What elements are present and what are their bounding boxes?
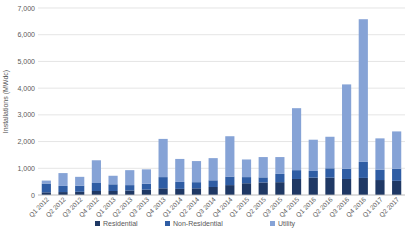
bar-segment bbox=[375, 170, 384, 180]
bar-segment bbox=[375, 180, 384, 195]
bar-segment bbox=[142, 190, 151, 195]
y-tick-label: 7,000 bbox=[17, 5, 35, 12]
bar-segment bbox=[392, 169, 401, 181]
bar-segment bbox=[58, 192, 67, 195]
y-tick-label: 4,000 bbox=[17, 85, 35, 92]
y-tick-label: 2,000 bbox=[17, 138, 35, 145]
bar-segment bbox=[275, 174, 284, 182]
bar-segment bbox=[309, 140, 318, 171]
y-tick-label: 5,000 bbox=[17, 58, 35, 65]
bar-segment bbox=[58, 173, 67, 186]
bar-segment bbox=[259, 177, 268, 182]
bar-segment bbox=[225, 177, 234, 186]
bar-segment bbox=[192, 161, 201, 182]
bar-segment bbox=[42, 181, 51, 184]
bar-segment bbox=[175, 182, 184, 189]
bar-segment bbox=[292, 179, 301, 195]
grid-line bbox=[38, 61, 405, 62]
bar-segment bbox=[42, 192, 51, 195]
bar-segment bbox=[159, 177, 168, 188]
bar-segment bbox=[292, 108, 301, 170]
legend-swatch bbox=[95, 221, 100, 226]
bar-segment bbox=[342, 84, 351, 168]
x-tick-label: Q2 2017 bbox=[378, 195, 402, 219]
bar-segment bbox=[192, 182, 201, 188]
bar-segment bbox=[392, 131, 401, 168]
bar-segment bbox=[58, 186, 67, 192]
bar-segment bbox=[275, 182, 284, 195]
x-axis-line bbox=[38, 195, 405, 196]
y-tick-label: 6,000 bbox=[17, 31, 35, 38]
bars bbox=[42, 19, 401, 195]
y-tick-label: 0 bbox=[31, 192, 35, 199]
bar-segment bbox=[92, 183, 101, 191]
bar-segment bbox=[75, 192, 84, 195]
bar-segment bbox=[325, 168, 334, 177]
bar-segment bbox=[359, 19, 368, 162]
bar-segment bbox=[75, 177, 84, 186]
chart: 0 1,000 2,000 3,000 4,000 5,000 6,000 7,000 Inst… bbox=[0, 0, 410, 232]
bar-segment bbox=[142, 169, 151, 183]
bar-segment bbox=[342, 179, 351, 195]
grid-line bbox=[38, 195, 405, 196]
legend-label: Residential bbox=[103, 220, 138, 227]
bar-segment bbox=[359, 162, 368, 178]
grid-line bbox=[38, 8, 405, 9]
bar-segment bbox=[309, 178, 318, 195]
bar-segment bbox=[92, 160, 101, 183]
bar-segment bbox=[242, 183, 251, 195]
bar-segment bbox=[125, 190, 134, 195]
legend-label: Utility bbox=[278, 220, 296, 228]
bar-segment bbox=[175, 159, 184, 182]
legend-swatch bbox=[270, 221, 275, 226]
bar-segment bbox=[125, 185, 134, 190]
bar-segment bbox=[325, 178, 334, 195]
bar-segment bbox=[259, 182, 268, 195]
bar-segment bbox=[242, 177, 251, 183]
bar-segment bbox=[375, 138, 384, 169]
bar-segment bbox=[209, 158, 218, 180]
bar-segment bbox=[159, 188, 168, 195]
bar-segment bbox=[108, 184, 117, 191]
bar-segment bbox=[359, 178, 368, 195]
bar-segment bbox=[392, 181, 401, 195]
legend-label: Non-Residential bbox=[173, 220, 223, 227]
bar-segment bbox=[325, 137, 334, 169]
bar-segment bbox=[275, 157, 284, 174]
bar-segment bbox=[225, 136, 234, 176]
bar-segment bbox=[292, 170, 301, 179]
bar-segment bbox=[225, 185, 234, 195]
bar-segment bbox=[75, 186, 84, 192]
bar-segment bbox=[125, 170, 134, 185]
y-tick-label: 3,000 bbox=[17, 111, 35, 118]
bar-segment bbox=[259, 157, 268, 177]
bar-segment bbox=[192, 188, 201, 195]
bar-segment bbox=[159, 139, 168, 177]
bar-segment bbox=[242, 159, 251, 177]
bar-segment bbox=[209, 180, 218, 187]
bar-segment bbox=[209, 187, 218, 195]
bar-segment bbox=[342, 169, 351, 179]
y-tick-label: 1,000 bbox=[17, 165, 35, 172]
bar-segment bbox=[175, 189, 184, 195]
bar-segment bbox=[309, 171, 318, 178]
bar-segment bbox=[142, 184, 151, 190]
grid-line bbox=[38, 34, 405, 35]
y-axis-title: Installations (MWdc) bbox=[2, 70, 10, 133]
bar-segment bbox=[108, 176, 117, 185]
legend-swatch bbox=[165, 221, 170, 226]
bar-segment bbox=[92, 191, 101, 195]
bar-segment bbox=[42, 184, 51, 193]
bar-segment bbox=[108, 191, 117, 195]
